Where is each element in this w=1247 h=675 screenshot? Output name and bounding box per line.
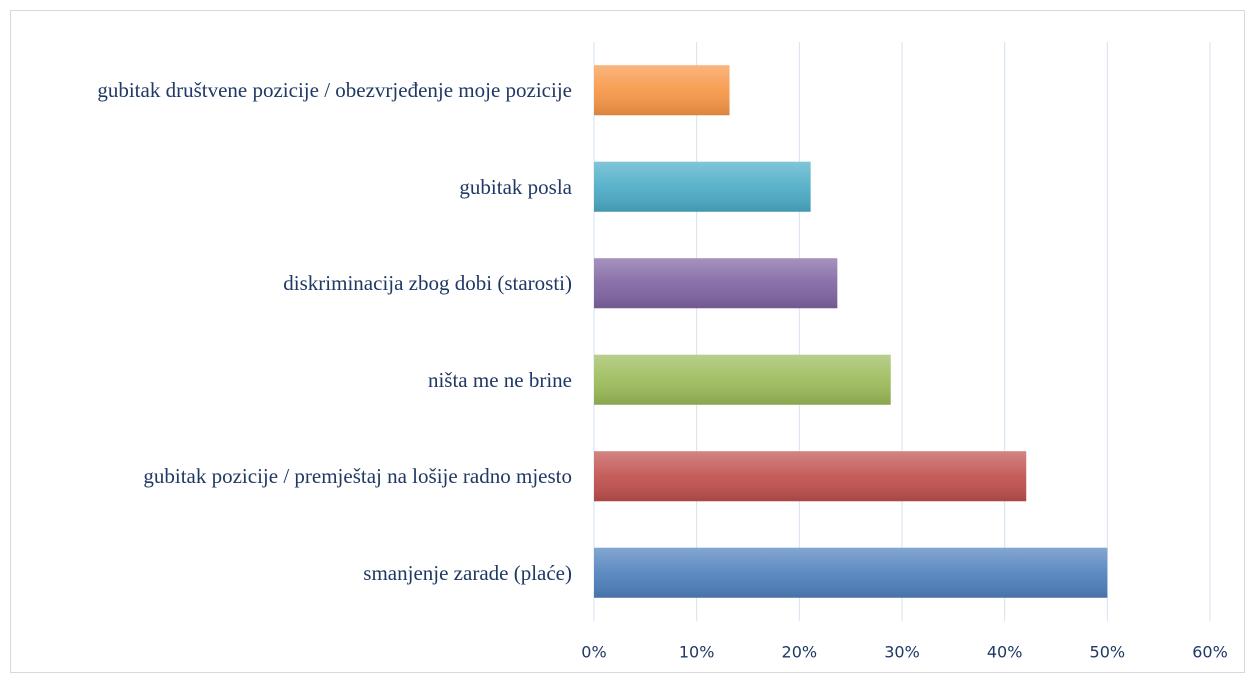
y-tick-label: diskriminacija zbog dobi (starosti)	[283, 271, 572, 296]
bar-shading	[594, 258, 838, 309]
x-tick-label: 10%	[679, 643, 715, 662]
category-label-box: gubitak pozicije / premještaj na lošije …	[12, 428, 572, 524]
x-tick-label: 30%	[884, 643, 920, 662]
bar-shading	[594, 354, 891, 405]
bar-shading	[594, 65, 730, 116]
y-tick-label: gubitak posla	[459, 174, 572, 199]
x-tick-label: 20%	[782, 643, 818, 662]
x-tick-label: 0%	[581, 643, 606, 662]
x-tick-label: 60%	[1192, 643, 1228, 662]
category-label-box: gubitak posla	[12, 139, 572, 235]
y-tick-label: smanjenje zarade (plaće)	[363, 560, 572, 585]
chart-frame	[10, 10, 1245, 673]
y-tick-label: gubitak pozicije / premještaj na lošije …	[143, 464, 572, 489]
category-label-box: gubitak društvene pozicije / obezvrjeđen…	[12, 42, 572, 138]
x-tick-label: 40%	[987, 643, 1023, 662]
bar-shading	[594, 547, 1108, 598]
x-tick-label: 50%	[1090, 643, 1126, 662]
bar-shading	[594, 451, 1027, 502]
y-tick-label: ništa me ne brine	[427, 367, 572, 392]
bar-shading	[594, 161, 811, 212]
category-label-box: ništa me ne brine	[12, 332, 572, 428]
category-label-box: smanjenje zarade (plaće)	[12, 525, 572, 621]
y-tick-label: gubitak društvene pozicije / obezvrjeđen…	[97, 78, 572, 103]
category-label-box: diskriminacija zbog dobi (starosti)	[12, 235, 572, 331]
